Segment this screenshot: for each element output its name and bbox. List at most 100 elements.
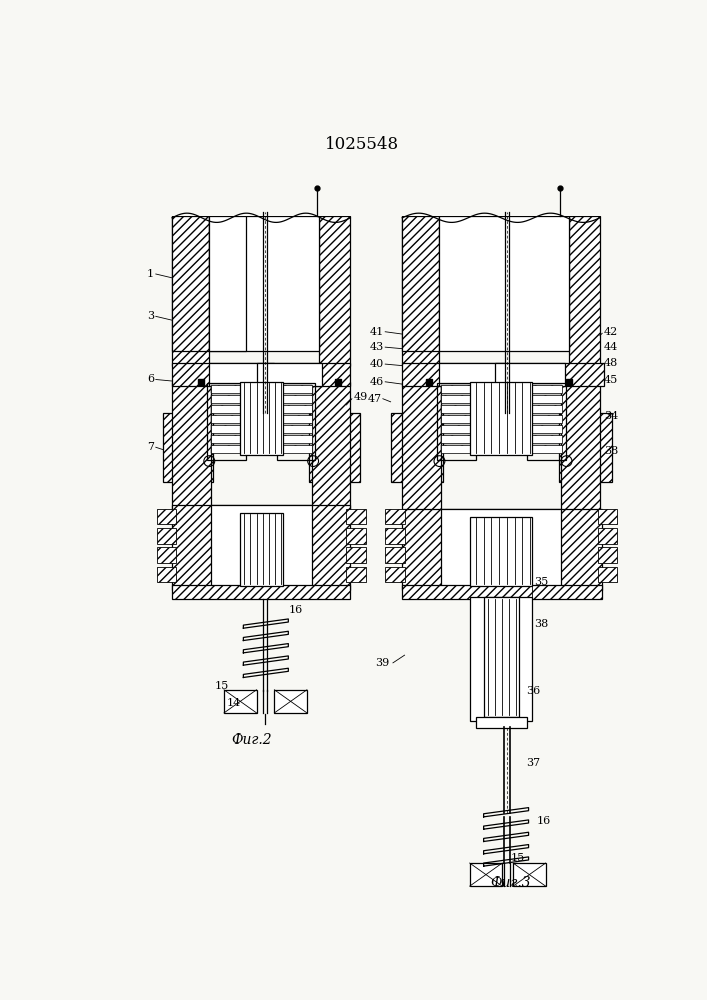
Bar bbox=[211, 425, 240, 433]
Text: Кл1: Кл1 bbox=[548, 178, 571, 188]
Bar bbox=[282, 445, 312, 453]
Bar bbox=[532, 445, 562, 453]
Bar bbox=[441, 405, 470, 413]
Bar bbox=[240, 513, 283, 586]
Bar bbox=[282, 405, 312, 413]
Bar bbox=[441, 435, 470, 443]
Bar bbox=[441, 385, 470, 393]
Bar bbox=[211, 445, 240, 453]
Bar bbox=[282, 445, 312, 453]
Bar bbox=[532, 425, 562, 433]
Bar bbox=[402, 216, 440, 351]
Text: +128: +128 bbox=[564, 188, 595, 198]
Bar bbox=[172, 363, 351, 386]
Bar bbox=[172, 585, 351, 599]
Text: 48: 48 bbox=[604, 358, 618, 368]
Text: 1: 1 bbox=[147, 269, 154, 279]
Bar bbox=[532, 435, 562, 443]
Bar bbox=[402, 216, 440, 366]
Bar bbox=[441, 395, 470, 403]
Text: Кл1: Кл1 bbox=[304, 178, 327, 188]
Bar bbox=[156, 509, 176, 524]
Bar bbox=[441, 445, 470, 453]
Bar bbox=[597, 509, 617, 524]
Bar bbox=[282, 415, 312, 423]
Bar bbox=[207, 383, 246, 460]
Text: 14: 14 bbox=[226, 698, 240, 708]
Bar bbox=[346, 509, 366, 524]
Bar bbox=[532, 395, 562, 403]
Text: 16: 16 bbox=[288, 605, 303, 615]
Bar bbox=[211, 385, 240, 393]
Bar bbox=[282, 415, 312, 423]
Text: 43: 43 bbox=[369, 342, 384, 352]
Bar bbox=[597, 547, 617, 563]
Bar bbox=[441, 425, 470, 433]
Bar bbox=[172, 382, 211, 513]
Bar bbox=[211, 445, 240, 453]
Bar bbox=[532, 385, 562, 393]
Bar bbox=[211, 385, 240, 393]
Bar bbox=[402, 585, 602, 599]
Text: 38: 38 bbox=[534, 619, 548, 629]
Text: 44: 44 bbox=[604, 342, 618, 352]
Bar bbox=[224, 690, 257, 713]
Text: 38: 38 bbox=[604, 446, 618, 456]
Text: 15: 15 bbox=[215, 681, 229, 691]
Bar bbox=[312, 382, 351, 513]
Bar bbox=[470, 382, 532, 455]
Bar bbox=[211, 395, 240, 403]
Bar bbox=[163, 413, 213, 482]
Text: 16: 16 bbox=[537, 816, 551, 826]
Text: Фиг.3: Фиг.3 bbox=[491, 876, 531, 890]
Text: 35: 35 bbox=[534, 577, 548, 587]
Text: 3: 3 bbox=[147, 311, 154, 321]
Bar bbox=[282, 385, 312, 393]
Text: 49: 49 bbox=[354, 392, 368, 402]
Bar bbox=[211, 435, 240, 443]
Bar bbox=[470, 517, 532, 586]
Bar bbox=[385, 528, 404, 544]
Bar bbox=[532, 435, 562, 443]
Bar bbox=[282, 435, 312, 443]
Bar bbox=[346, 567, 366, 582]
Bar bbox=[211, 505, 312, 590]
Bar bbox=[441, 445, 470, 453]
Bar bbox=[532, 405, 562, 413]
Text: 39: 39 bbox=[375, 658, 390, 668]
Text: 47: 47 bbox=[367, 394, 381, 404]
Bar bbox=[441, 405, 470, 413]
Bar bbox=[209, 363, 274, 386]
Bar bbox=[559, 413, 612, 482]
Bar bbox=[561, 382, 600, 513]
Bar bbox=[209, 216, 320, 351]
Bar bbox=[402, 382, 441, 513]
Bar bbox=[172, 178, 354, 216]
Bar bbox=[495, 363, 565, 386]
Bar bbox=[320, 216, 351, 366]
Bar bbox=[441, 425, 470, 433]
Bar bbox=[211, 405, 240, 413]
Bar bbox=[385, 547, 404, 563]
Bar bbox=[211, 395, 240, 403]
Bar bbox=[513, 863, 546, 886]
Text: 7: 7 bbox=[147, 442, 154, 452]
Text: 45: 45 bbox=[604, 375, 618, 385]
Bar bbox=[402, 363, 604, 386]
Bar bbox=[441, 415, 470, 423]
Text: 15: 15 bbox=[510, 853, 525, 863]
Bar bbox=[441, 435, 470, 443]
Bar bbox=[532, 385, 562, 393]
Bar bbox=[172, 216, 209, 366]
Bar bbox=[240, 382, 283, 455]
Bar bbox=[527, 383, 566, 460]
Bar bbox=[156, 528, 176, 544]
Bar bbox=[309, 413, 360, 482]
Bar bbox=[257, 363, 322, 386]
Text: 37: 37 bbox=[526, 758, 540, 768]
Bar bbox=[532, 425, 562, 433]
Bar bbox=[276, 383, 315, 460]
Bar bbox=[402, 178, 604, 216]
Bar bbox=[156, 567, 176, 582]
Bar bbox=[211, 405, 240, 413]
